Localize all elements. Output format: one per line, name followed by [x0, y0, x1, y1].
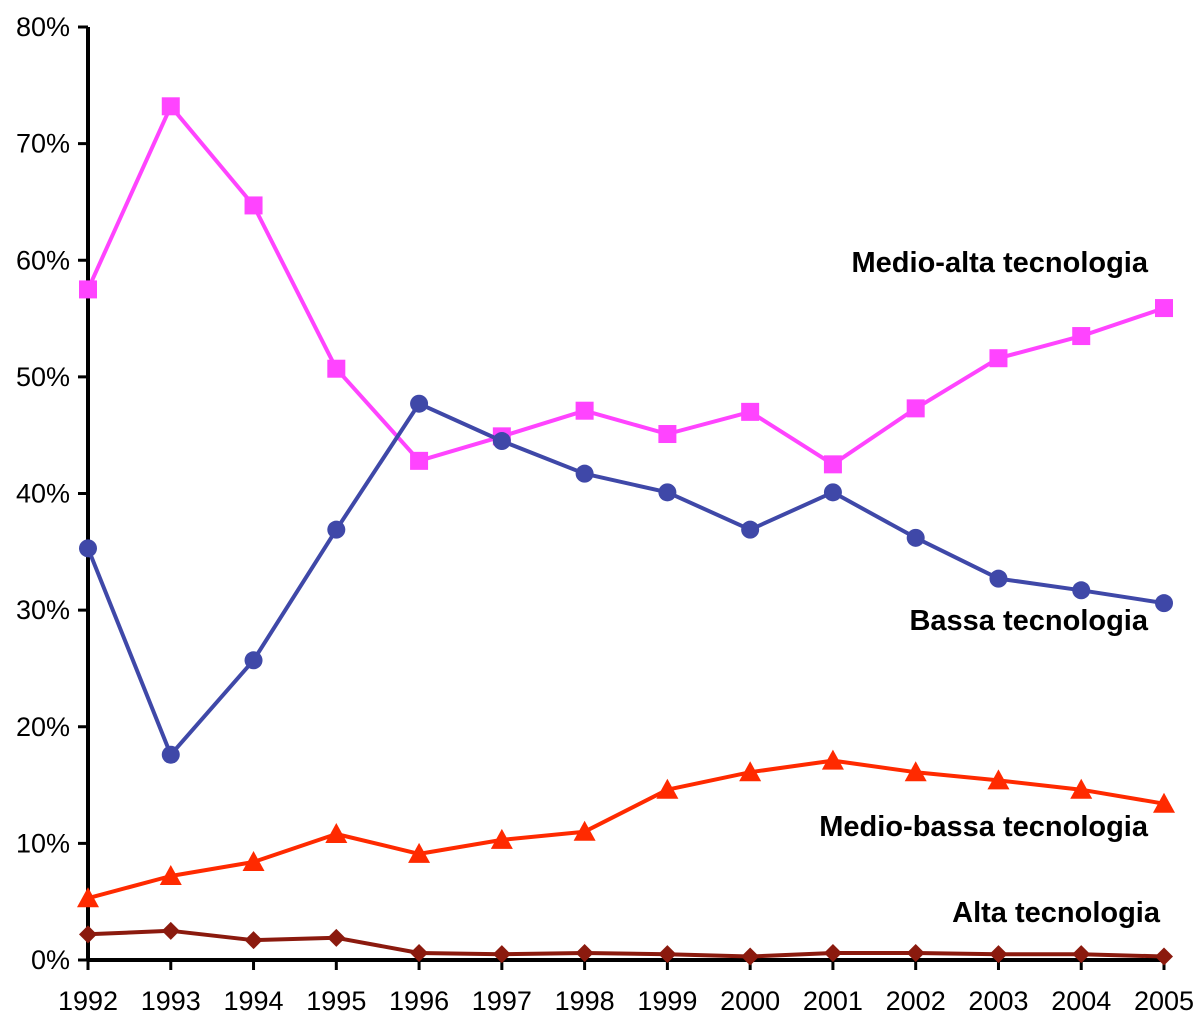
y-tick-label: 0%: [31, 945, 70, 975]
data-point: [79, 280, 97, 299]
data-point: [573, 820, 596, 841]
y-tick-label: 70%: [16, 129, 70, 159]
data-point: [410, 394, 429, 413]
data-point: [821, 749, 844, 770]
data-point: [989, 349, 1008, 368]
data-point: [410, 944, 429, 963]
data-point: [1155, 299, 1173, 318]
data-point: [823, 944, 842, 963]
data-point: [1072, 581, 1091, 600]
data-point: [575, 401, 594, 420]
data-point: [79, 539, 97, 558]
data-point: [410, 451, 429, 470]
data-point: [161, 97, 180, 116]
data-point: [987, 769, 1010, 790]
data-point: [739, 761, 762, 782]
y-tick-label: 10%: [16, 828, 70, 858]
series-label-medio-bassa: Medio-bassa tecnologia: [819, 811, 1149, 843]
x-tick-label: 2004: [1051, 986, 1111, 1016]
data-point: [408, 842, 431, 863]
x-tick-label: 1996: [389, 986, 449, 1016]
series-medio-bassa-tecnologia: [77, 749, 1175, 908]
data-point: [1153, 792, 1175, 813]
data-point: [906, 944, 925, 963]
data-point: [656, 778, 679, 799]
data-point: [823, 455, 842, 474]
data-point: [492, 945, 511, 964]
data-point: [989, 569, 1008, 588]
x-tick-label: 2000: [720, 986, 780, 1016]
y-ticks: 0% 10% 20% 30% 40% 50% 60% 70% 80%: [16, 12, 88, 975]
series-medio-alta-tecnologia: [79, 97, 1173, 474]
data-point: [327, 520, 346, 539]
x-tick-label: 2002: [886, 986, 946, 1016]
x-tick-label: 1994: [223, 986, 283, 1016]
data-point: [79, 925, 97, 944]
data-point: [1155, 594, 1173, 613]
data-point: [159, 865, 182, 886]
x-tick-label: 2001: [803, 986, 863, 1016]
data-point: [244, 651, 263, 670]
data-point: [490, 828, 513, 849]
plot-area: [77, 97, 1175, 966]
x-tick-label: 2005: [1134, 986, 1194, 1016]
data-point: [575, 464, 594, 483]
data-point: [741, 520, 760, 539]
axes: 0%10%20%30%40%50%60%70%80% 1992 1993 1994 1…: [16, 12, 1194, 1016]
data-point: [492, 432, 511, 451]
data-point: [325, 823, 348, 844]
data-point: [161, 745, 180, 764]
data-point: [575, 944, 594, 963]
data-point: [741, 402, 760, 421]
data-point: [904, 761, 927, 782]
data-point: [242, 851, 265, 872]
data-point: [741, 947, 760, 966]
data-point: [1070, 778, 1093, 799]
data-point: [658, 425, 677, 444]
x-tick-label: 1998: [555, 986, 615, 1016]
series-label-alta: Alta tecnologia: [952, 897, 1161, 929]
data-point: [658, 945, 677, 964]
y-tick-label: 80%: [16, 12, 70, 42]
series-bassa-tecnologia: [79, 394, 1173, 764]
y-tick-label: 50%: [16, 362, 70, 392]
series-label-bassa: Bassa tecnologia: [909, 605, 1148, 637]
data-point: [1072, 945, 1091, 964]
y-tick-label: 20%: [16, 712, 70, 742]
y-tick-label: 40%: [16, 479, 70, 509]
data-point: [77, 887, 99, 908]
series-label-medio-alta: Medio-alta tecnologia: [852, 247, 1149, 279]
y-tick-label: 60%: [16, 245, 70, 275]
data-point: [161, 921, 180, 940]
data-point: [1072, 327, 1091, 346]
x-tick-label: 2003: [968, 986, 1028, 1016]
x-tick-label: 1999: [637, 986, 697, 1016]
series-line-medio-alta-tecnologia: [86, 104, 1165, 467]
data-point: [327, 359, 346, 378]
data-point: [823, 483, 842, 502]
data-point: [244, 196, 263, 215]
series-line-bassa-tecnologia: [86, 401, 1165, 757]
data-point: [906, 399, 925, 418]
x-tick-label: 1992: [58, 986, 118, 1016]
x-tick-label: 1997: [472, 986, 532, 1016]
data-point: [1155, 947, 1173, 966]
x-tick-label: 1993: [141, 986, 201, 1016]
data-point: [906, 528, 925, 547]
data-point: [327, 928, 346, 947]
data-point: [989, 945, 1008, 964]
x-ticks: 1992 1993 1994 1995 1996 1997 1998 1999 2000 2001…: [58, 960, 1194, 1016]
series-line-medio-bassa-tecnologia: [87, 758, 1165, 901]
y-tick-label: 30%: [16, 595, 70, 625]
x-tick-label: 1995: [306, 986, 366, 1016]
series-line-alta-tecnologia: [87, 928, 1165, 959]
series-alta-tecnologia: [79, 921, 1173, 966]
data-point: [244, 931, 263, 950]
data-point: [658, 483, 677, 502]
series-labels: Medio-alta tecnologia Bassa tecnologia M…: [819, 247, 1161, 929]
